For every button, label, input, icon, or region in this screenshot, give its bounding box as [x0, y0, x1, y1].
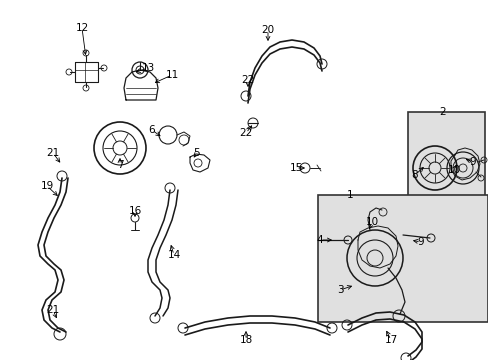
Text: 19: 19: [41, 181, 54, 191]
Text: 17: 17: [384, 335, 397, 345]
Bar: [407, 112, 484, 249]
Text: 8: 8: [411, 170, 417, 180]
Bar: [317, 195, 487, 322]
Text: 9: 9: [469, 157, 475, 167]
Text: 10: 10: [447, 165, 460, 175]
Text: 18: 18: [239, 335, 252, 345]
Text: 21: 21: [46, 148, 60, 158]
Text: 14: 14: [167, 250, 180, 260]
Text: 15: 15: [289, 163, 302, 173]
Text: 4: 4: [316, 235, 323, 245]
Text: 22: 22: [241, 75, 254, 85]
Text: 2: 2: [439, 107, 446, 117]
Text: 13: 13: [141, 63, 154, 73]
Text: 12: 12: [75, 23, 88, 33]
Text: 3: 3: [336, 285, 343, 295]
Text: 22: 22: [239, 128, 252, 138]
Text: 5: 5: [193, 148, 200, 158]
Text: 1: 1: [346, 190, 353, 200]
Text: 16: 16: [128, 206, 142, 216]
Text: 10: 10: [365, 217, 378, 227]
Text: 11: 11: [165, 70, 178, 80]
Text: 21: 21: [46, 305, 60, 315]
Text: 6: 6: [148, 125, 155, 135]
Text: 9: 9: [417, 237, 424, 247]
Text: 7: 7: [117, 160, 123, 170]
Text: 20: 20: [261, 25, 274, 35]
